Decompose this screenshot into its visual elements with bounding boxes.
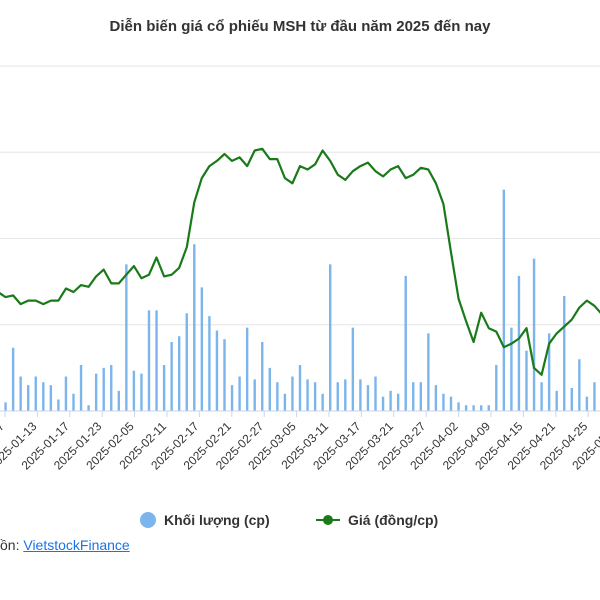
volume-bar	[321, 393, 324, 411]
volume-bar	[329, 264, 332, 411]
volume-bar	[42, 382, 45, 411]
source-note: ồn: VietstockFinance	[0, 537, 130, 553]
grid-lines	[0, 65, 600, 412]
volume-bar	[87, 405, 90, 411]
volume-bar	[185, 313, 188, 411]
volume-bar	[510, 327, 513, 411]
volume-bar	[381, 396, 385, 411]
volume-bar	[64, 376, 68, 411]
volume-bar	[540, 382, 543, 411]
volume-bar	[268, 367, 271, 411]
volume-bar	[110, 365, 113, 411]
volume-bar	[306, 379, 309, 411]
volume-bar	[49, 385, 53, 411]
volume-bar	[162, 365, 166, 411]
volume-bar	[389, 390, 392, 411]
legend-item-volume[interactable]: Khối lượng (cp)	[140, 512, 270, 528]
volume-bar	[404, 275, 407, 411]
volume-bar	[276, 382, 279, 411]
volume-bar	[200, 287, 204, 411]
volume-bar	[27, 385, 30, 411]
volume-bar	[374, 376, 377, 411]
legend-volume-label: Khối lượng (cp)	[164, 512, 270, 528]
volume-bar	[532, 258, 536, 411]
volume-bar	[94, 373, 98, 411]
volume-bar	[434, 385, 438, 411]
volume-bar	[215, 330, 219, 411]
volume-bar	[487, 405, 490, 411]
volume-bar	[253, 379, 256, 411]
volume-bar	[344, 379, 347, 411]
source-link[interactable]: VietstockFinance	[23, 537, 130, 553]
volume-bar	[261, 342, 264, 411]
volume-bar	[578, 359, 581, 411]
volume-bar	[147, 310, 151, 411]
legend-price-label: Giá (đồng/cp)	[348, 512, 439, 528]
volume-bar	[517, 275, 521, 411]
legend-volume-marker	[140, 512, 156, 528]
volume-bar	[291, 376, 294, 411]
volume-bar	[79, 365, 83, 411]
volume-bar	[563, 296, 566, 411]
legend-item-price[interactable]: Giá (đồng/cp)	[316, 512, 438, 528]
volume-bar	[283, 393, 287, 411]
volume-bar	[57, 399, 60, 411]
volume-bar	[193, 244, 196, 411]
volume-bar	[230, 385, 234, 411]
volume-bar	[155, 310, 158, 411]
legend-price-marker	[316, 514, 340, 526]
volume-bar	[34, 376, 37, 411]
volume-bar	[464, 405, 468, 411]
volume-bar	[480, 405, 483, 411]
volume-bar	[245, 327, 249, 411]
volume-bar	[117, 390, 120, 411]
volume-bar	[427, 333, 430, 411]
volume-bar	[555, 390, 558, 411]
volume-bar	[238, 376, 241, 411]
volume-bar	[570, 388, 573, 411]
volume-bar	[140, 373, 143, 411]
volume-bar	[495, 365, 498, 411]
volume-bar	[472, 405, 475, 411]
volume-bar	[178, 336, 181, 411]
volume-bar	[366, 385, 370, 411]
volume-bar	[132, 370, 136, 411]
volume-bar	[72, 393, 75, 411]
volume-bar	[547, 333, 551, 411]
volume-bar	[125, 264, 128, 411]
volume-bar	[442, 393, 445, 411]
volume-bar	[19, 376, 22, 411]
volume-bar	[419, 382, 422, 411]
volume-bar	[102, 367, 105, 411]
volume-bar	[525, 350, 528, 411]
volume-bar	[336, 382, 339, 411]
volume-bar	[208, 316, 211, 411]
volume-bar	[313, 382, 317, 411]
volume-bar	[351, 327, 355, 411]
volume-bar	[359, 379, 362, 411]
volume-bar	[223, 339, 226, 411]
volume-bar	[412, 382, 415, 411]
volume-bars	[4, 189, 596, 411]
chart-title: Diễn biến giá cổ phiếu MSH từ đầu năm 20…	[109, 18, 491, 35]
price-line	[0, 147, 600, 376]
x-axis: 2025-01-072025-01-132025-01-172025-01-23…	[0, 410, 600, 473]
volume-bar	[593, 382, 596, 411]
volume-bar	[396, 393, 400, 411]
volume-bar	[170, 342, 173, 411]
price-line-group	[0, 147, 600, 376]
source-prefix: ồn:	[0, 537, 20, 553]
volume-bar	[585, 396, 589, 411]
volume-bar	[449, 396, 453, 411]
volume-bar	[298, 365, 302, 411]
volume-bar	[11, 347, 15, 411]
volume-bar	[502, 189, 506, 411]
volume-bar	[457, 402, 460, 411]
volume-bar	[4, 402, 7, 411]
